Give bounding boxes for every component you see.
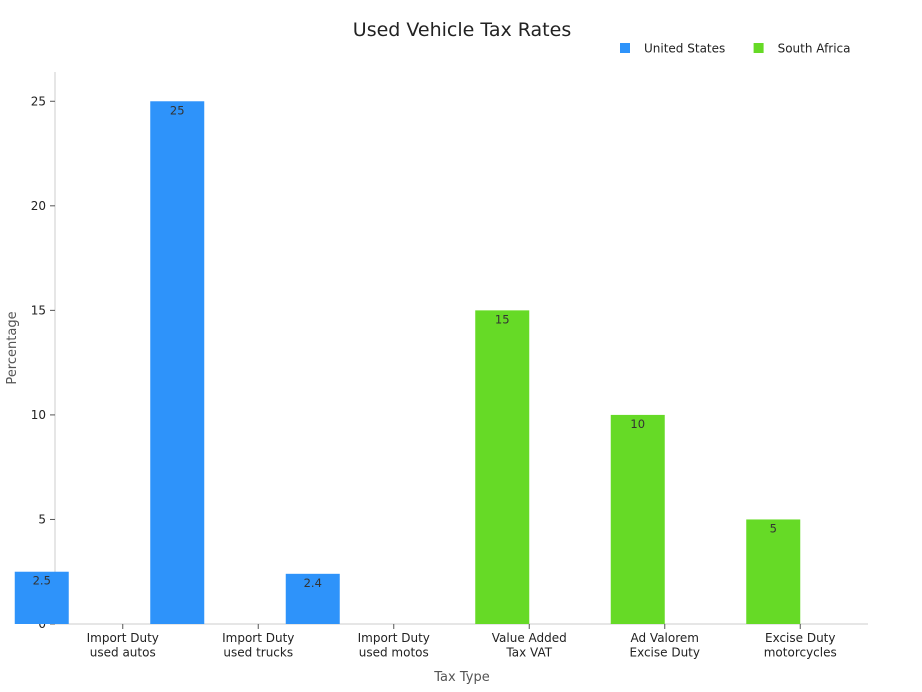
legend-label[interactable]: United States xyxy=(644,42,725,56)
bar[interactable] xyxy=(285,573,340,624)
x-tick-label: Value Added xyxy=(492,631,567,645)
y-tick-label: 10 xyxy=(31,408,46,422)
x-tick-label: used motos xyxy=(359,646,429,660)
x-axis-label: Tax Type xyxy=(433,670,489,685)
data-label: 2.4 xyxy=(304,576,322,590)
x-tick-label: Excise Duty xyxy=(765,631,836,645)
bar[interactable] xyxy=(14,571,69,624)
bars: 2.5 25 2.4 15 10 5 xyxy=(14,101,801,625)
legend-swatch xyxy=(620,43,630,53)
legend-swatch xyxy=(753,43,764,53)
data-label: 15 xyxy=(495,312,510,326)
y-tick-label: 5 xyxy=(38,512,46,526)
x-tick-label: Import Duty xyxy=(358,631,430,645)
x-tick-label: Ad Valorem xyxy=(631,631,699,645)
data-label: 10 xyxy=(630,417,645,431)
x-tick-label: used autos xyxy=(90,646,156,660)
y-tick-label: 15 xyxy=(31,303,46,317)
y-tick-label: 25 xyxy=(31,94,46,108)
bar[interactable] xyxy=(610,414,665,624)
bar[interactable] xyxy=(150,101,205,625)
x-tick-label: Tax VAT xyxy=(505,646,552,660)
data-label: 2.5 xyxy=(33,574,51,588)
x-tick-label: Import Duty xyxy=(87,631,159,645)
x-tick-label: used trucks xyxy=(223,646,293,660)
legend-label[interactable]: South Africa xyxy=(778,42,851,56)
bar[interactable] xyxy=(746,519,801,624)
bar[interactable] xyxy=(475,310,530,624)
y-axis-label: Percentage xyxy=(5,311,20,384)
data-label: 25 xyxy=(170,103,185,117)
y-tick-label: 20 xyxy=(31,199,46,213)
y-ticks: 0510152025 xyxy=(31,94,55,631)
x-tick-label: Import Duty xyxy=(222,631,294,645)
chart-title: Used Vehicle Tax Rates xyxy=(353,19,571,41)
data-label: 5 xyxy=(770,521,777,535)
x-tick-label: motorcycles xyxy=(764,646,837,660)
x-tick-label: Excise Duty xyxy=(629,646,700,660)
legend: United States South Africa xyxy=(620,42,851,56)
